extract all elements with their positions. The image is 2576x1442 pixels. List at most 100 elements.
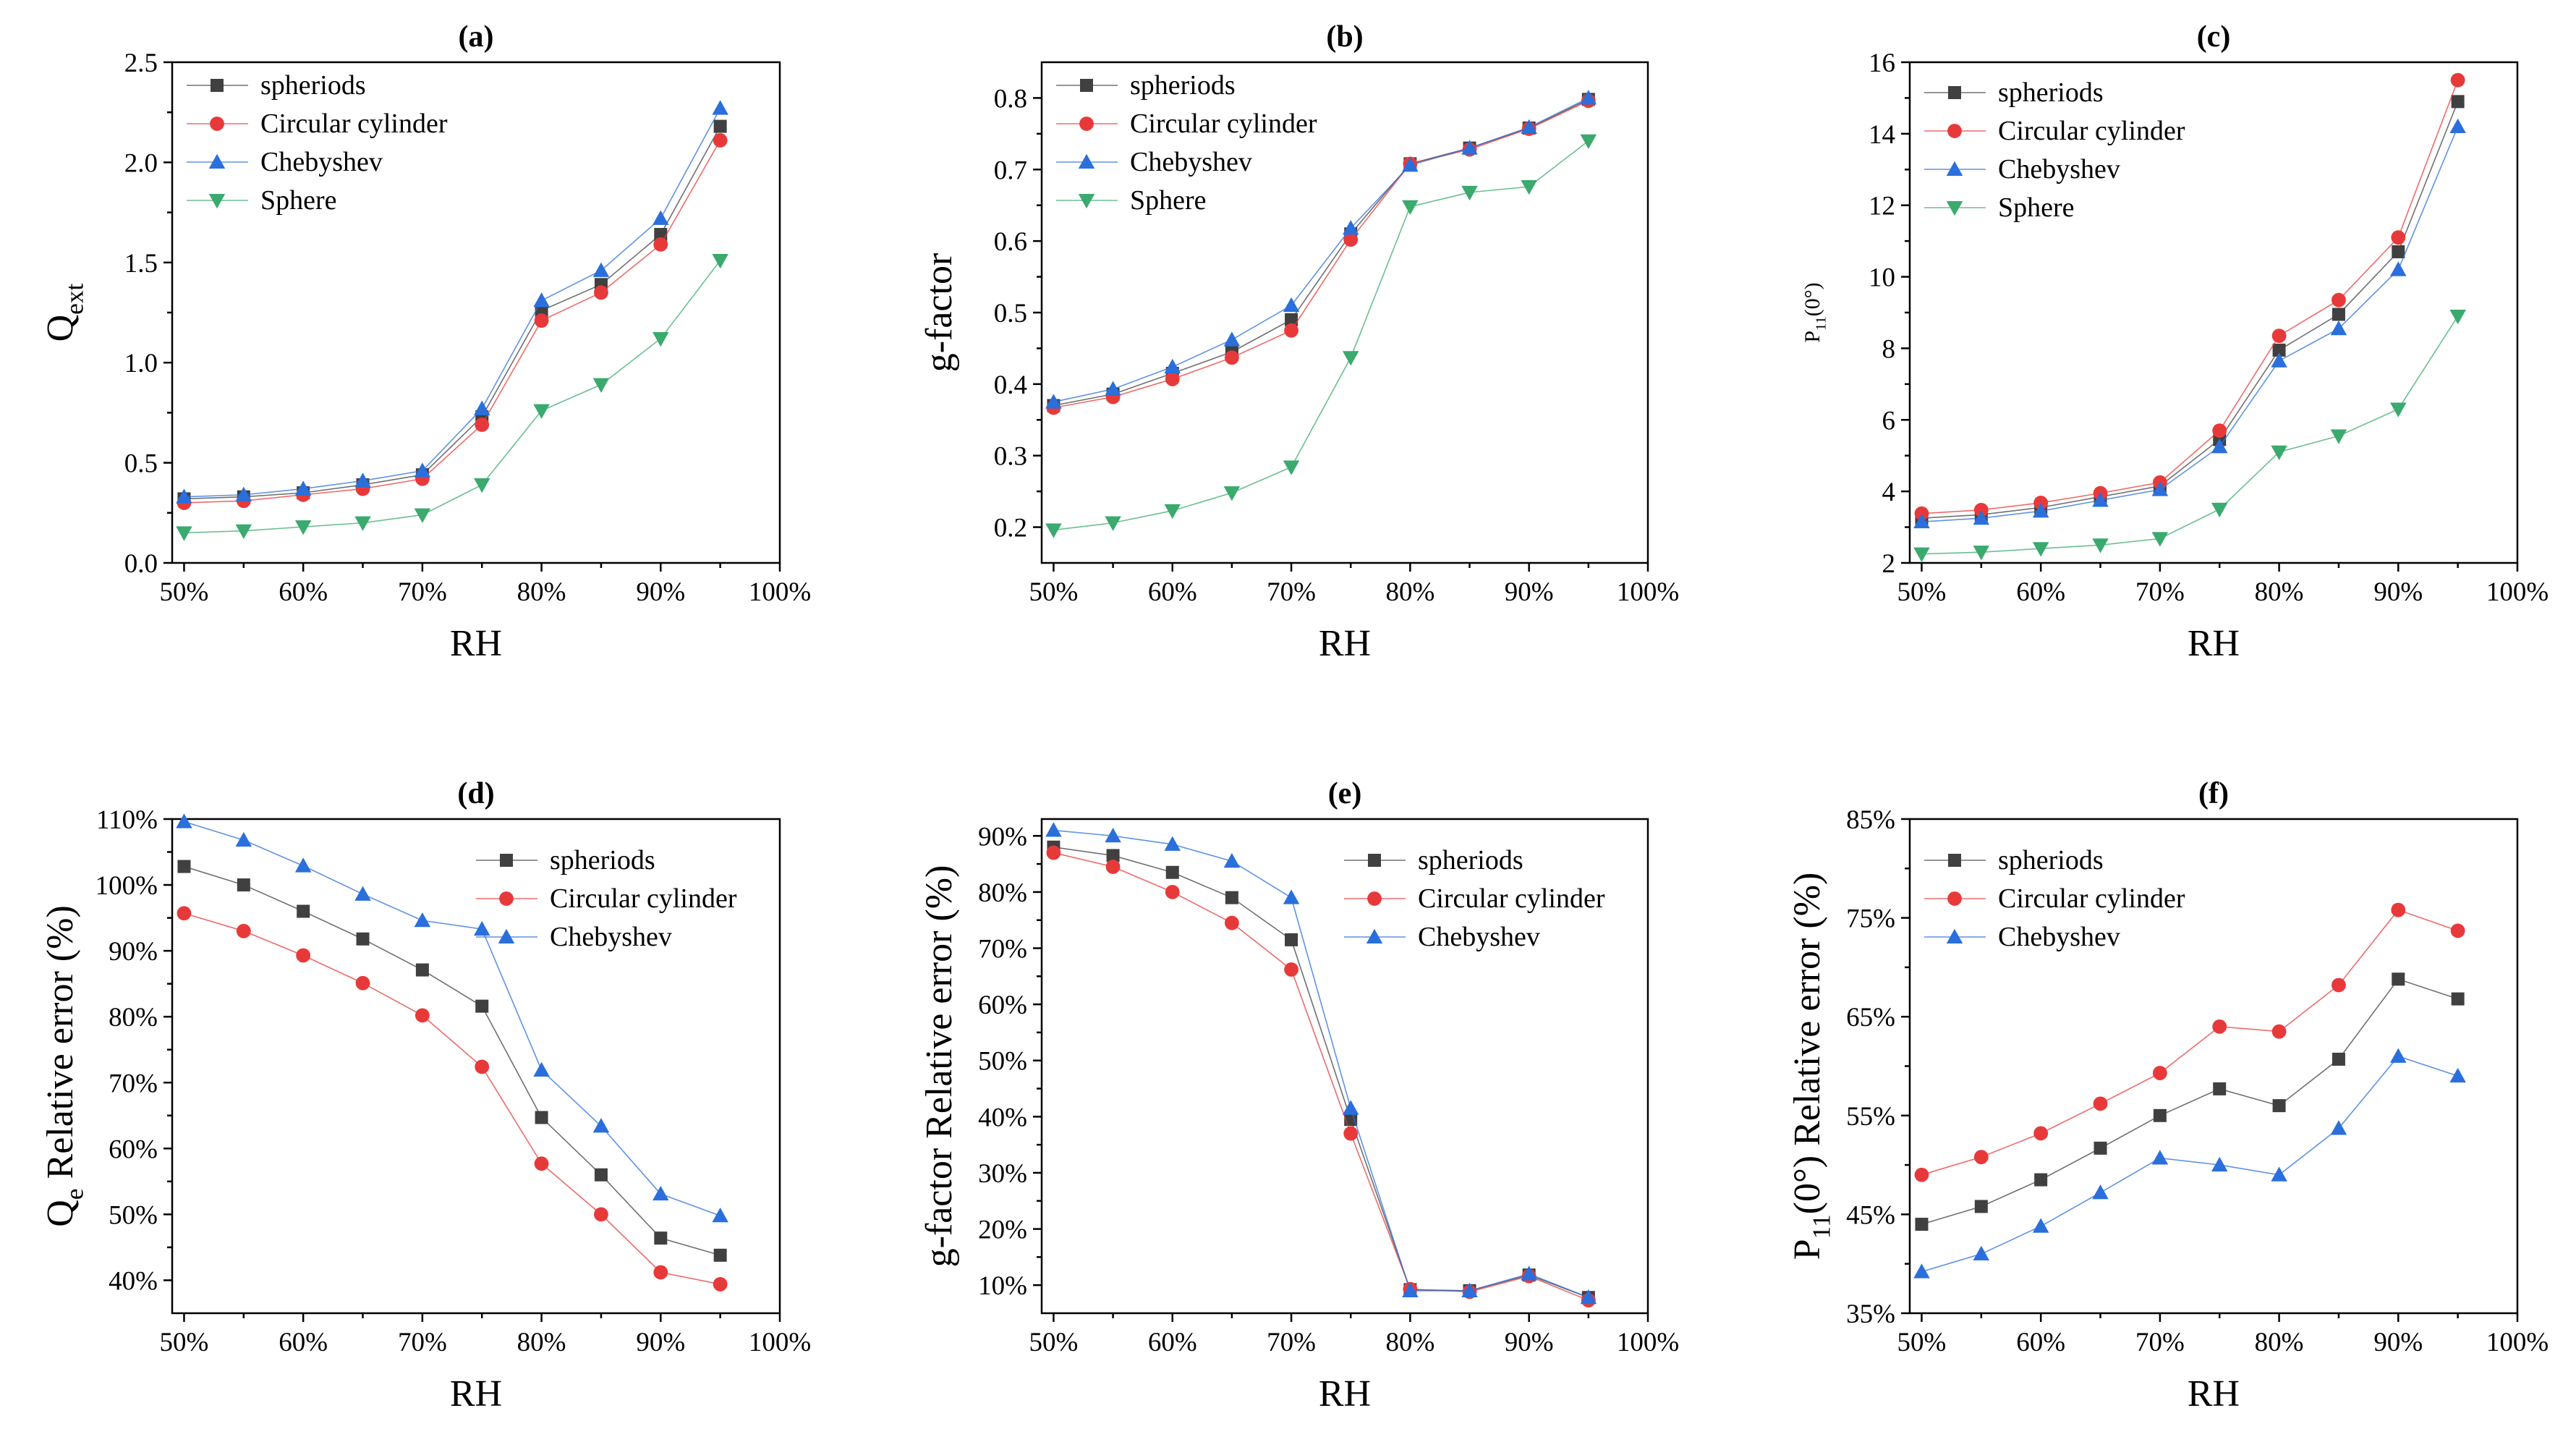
data-point [592, 1118, 610, 1133]
y-tick-label: 90% [978, 822, 1027, 852]
data-point [176, 488, 192, 504]
x-tick-label: 90% [1505, 577, 1554, 607]
data-point [2450, 72, 2465, 88]
legend: spheriods Circular cylinder Chebyshev Spher… [1924, 77, 2185, 223]
y-axis-title-main: P [1801, 331, 1824, 343]
legend-label: Circular cylinder [1998, 883, 2185, 914]
data-point [2390, 1048, 2407, 1063]
data-point [237, 878, 250, 892]
data-point [1342, 220, 1359, 235]
data-point [652, 331, 669, 347]
x-axis-title: RH [1319, 1373, 1371, 1415]
data-point [1105, 516, 1121, 531]
data-point [1225, 915, 1239, 930]
series-line [1053, 97, 1589, 403]
series-line [1053, 829, 1589, 1299]
data-point [712, 1207, 728, 1223]
legend: spheriods Circular cylinder Chebyshev Spher… [1056, 70, 1317, 216]
chart-panel-d: (d) 50% 60% 70% 80% 90% 100% 40% 50% 60% 70% 80% 90%… [40, 777, 811, 1415]
y-axis-title-main: g-factor [919, 253, 960, 373]
data-point [1913, 1263, 1930, 1278]
data-point [712, 100, 728, 115]
y-axis-title-rest: Relative error (%) [40, 905, 81, 1188]
y-tick-label: 8 [1882, 334, 1896, 364]
data-point [1914, 506, 1929, 521]
data-point [2450, 923, 2465, 938]
y-tick-label: 16 [1869, 48, 1895, 78]
data-point [1045, 822, 1062, 837]
data-point [2451, 95, 2465, 109]
y-tick-label: 2.0 [124, 148, 158, 178]
y-tick-label: 1.0 [124, 349, 158, 378]
data-point [2271, 328, 2287, 344]
data-point [2212, 423, 2227, 438]
data-point [2093, 1096, 2108, 1111]
data-point [1225, 891, 1238, 904]
y-tick-label: 35% [1846, 1299, 1895, 1329]
series-spheriods [177, 860, 727, 1262]
data-point [1223, 331, 1241, 347]
y-tick-label: 0.0 [124, 549, 158, 579]
data-point [2033, 1126, 2049, 1141]
series-line [1921, 1055, 2458, 1273]
data-point [2152, 1066, 2167, 1080]
legend-label: Chebyshev [260, 147, 383, 177]
data-point [1461, 185, 1478, 201]
x-tick-label: 50% [160, 1328, 209, 1357]
x-tick-label: 70% [1267, 577, 1316, 607]
data-point [475, 417, 490, 432]
data-point [1343, 232, 1359, 247]
data-point [355, 975, 370, 991]
chart-title: (d) [457, 777, 494, 810]
y-tick-label: 10 [1869, 263, 1895, 293]
legend-label: Circular cylinder [1998, 116, 2185, 146]
chart-panel-f: (f) 50% 60% 70% 80% 90% 100% 35% 45% 55% 65% 75% 85%… [1787, 777, 2549, 1415]
data-point [533, 292, 550, 308]
x-tick-label: 80% [1385, 1328, 1434, 1357]
x-tick-label: 50% [1029, 1328, 1079, 1357]
x-tick-label: 50% [1897, 577, 1947, 607]
x-tick-label: 60% [1148, 577, 1197, 607]
data-point [2032, 503, 2049, 518]
y-tick-label: 50% [109, 1200, 158, 1230]
data-point [1913, 513, 1930, 529]
y-axis-title: P11(0°) Relative error (%) [1787, 873, 1836, 1260]
data-point [475, 1059, 490, 1074]
data-point [534, 313, 549, 328]
data-point [1913, 547, 1930, 562]
legend-marker [500, 854, 513, 867]
data-point [176, 526, 192, 541]
data-point [2211, 438, 2228, 454]
x-tick-label: 80% [517, 577, 566, 607]
data-point [2033, 496, 2049, 510]
legend-marker [1080, 79, 1093, 92]
series-line [184, 912, 720, 1285]
x-axis-title: RH [450, 1373, 502, 1415]
series-line [1053, 100, 1589, 409]
y-tick-label: 1.5 [124, 249, 158, 279]
data-point [2153, 1108, 2167, 1122]
data-point [1915, 1218, 1929, 1231]
legend-marker [210, 116, 224, 131]
data-point [1283, 889, 1300, 904]
x-tick-label: 100% [2486, 1328, 2549, 1357]
x-tick-label: 90% [2373, 577, 2423, 607]
x-tick-label: 100% [749, 1328, 811, 1357]
y-axis-title: g-factor Relative error (%) [919, 865, 960, 1268]
data-point [2331, 292, 2346, 308]
y-axis-title-main: g-factor Relative error (%) [919, 865, 960, 1268]
y-tick-label: 75% [1846, 904, 1895, 934]
data-point [533, 404, 550, 419]
series-chebyshev [176, 100, 728, 504]
legend-label: spheriods [550, 845, 655, 875]
data-point [236, 923, 251, 938]
data-point [1521, 1265, 1537, 1281]
data-point [1461, 140, 1478, 155]
series-line [184, 820, 720, 1216]
data-point [1225, 350, 1239, 365]
legend: spheriods Circular cylinder Chebyshev Spher… [187, 70, 448, 216]
legend-marker [1366, 928, 1383, 943]
data-point [1045, 394, 1062, 409]
series-chebyshev [176, 813, 728, 1223]
